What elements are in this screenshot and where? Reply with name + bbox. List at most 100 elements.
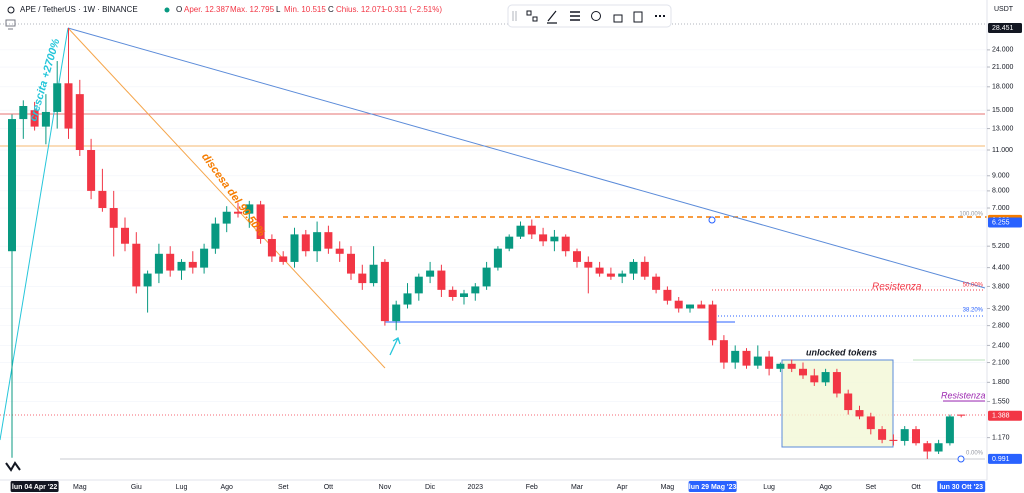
- candle-body: [912, 429, 920, 444]
- x-tick-label: Feb: [526, 484, 538, 491]
- x-tick-label: Ago: [220, 484, 233, 491]
- candle-body: [200, 248, 209, 268]
- price-label: 1.388: [992, 413, 1010, 420]
- price-label-bg: [988, 217, 1022, 228]
- candle-body: [844, 393, 853, 411]
- candle-body: [30, 110, 39, 127]
- candle-body: [301, 234, 310, 252]
- candle-body: [143, 273, 152, 287]
- status-dot: [164, 7, 170, 13]
- y-tick-label: 2.400: [992, 342, 1010, 349]
- x-label-bg: [688, 481, 737, 492]
- x-tick-label: Giu: [131, 484, 142, 491]
- candle-body: [697, 304, 706, 309]
- candle-body: [154, 253, 163, 274]
- candle-body: [527, 225, 536, 235]
- candle-body: [719, 340, 728, 363]
- x-tick-label: Ago: [819, 484, 832, 491]
- icon[interactable]: [526, 10, 532, 16]
- candle-body: [471, 286, 480, 294]
- candle-body: [222, 211, 231, 224]
- candle-body: [437, 270, 446, 290]
- candle-body: [652, 276, 661, 290]
- candle-body: [539, 234, 548, 242]
- icon[interactable]: [591, 11, 601, 21]
- x-tick-label: Ott: [324, 484, 333, 491]
- y-tick-label: 21.000: [992, 64, 1014, 71]
- candle-body: [256, 204, 265, 239]
- x-tick-label: Set: [866, 484, 877, 491]
- candle-body: [629, 261, 638, 274]
- candle-body: [347, 253, 355, 274]
- candle-body: [945, 416, 954, 444]
- x-label-bg: [937, 481, 986, 492]
- candle-body: [98, 190, 107, 209]
- ohlc: O: [176, 5, 182, 14]
- candle-body: [640, 261, 649, 277]
- candle-body: [380, 261, 389, 322]
- candle-body: [279, 256, 288, 262]
- x-tick-label: Dic: [425, 484, 436, 491]
- candle-body: [708, 304, 717, 341]
- header: APE / TetherUS · 1W · BINANCE O Aper. 12…: [5, 5, 442, 30]
- price-label-bg: [988, 453, 1022, 464]
- candle-body: [799, 368, 807, 376]
- candle-body: [787, 363, 796, 369]
- candle-body: [674, 300, 683, 309]
- symbol: APE / TetherUS · 1W · BINANCE: [20, 5, 138, 14]
- icon[interactable]: [570, 11, 580, 21]
- icon[interactable]: [5, 19, 16, 30]
- candle-body: [132, 243, 141, 287]
- candle-body: [392, 304, 401, 322]
- candle-body: [731, 350, 740, 363]
- y-tick-label: 11.000: [992, 147, 1013, 154]
- icon[interactable]: [613, 14, 623, 23]
- candle-body: [934, 443, 943, 452]
- fib-label: 50.00%: [963, 283, 984, 289]
- candle-body: [211, 223, 220, 249]
- y-tick-label: 2.100: [992, 359, 1010, 366]
- price-label-bg: [988, 23, 1022, 34]
- candle-body: [188, 261, 197, 268]
- price-label: 6.255: [992, 219, 1010, 226]
- candle-body: [41, 111, 50, 127]
- candle-body: [573, 251, 581, 262]
- drag-handle[interactable]: [512, 11, 517, 21]
- candle-body: [403, 293, 412, 305]
- candle-body: [267, 238, 276, 257]
- x-label-bg: [10, 481, 59, 492]
- candles: [8, 28, 966, 459]
- candle-body: [482, 267, 491, 287]
- price-label: 28.451: [992, 25, 1014, 32]
- time-axis: [0, 480, 1024, 493]
- y-tick-label: 5.200: [992, 243, 1010, 250]
- candle-body: [414, 276, 423, 294]
- candle-body: [109, 208, 118, 228]
- candle-body: [19, 105, 28, 120]
- candle-body: [290, 234, 299, 262]
- candle-body: [493, 248, 502, 268]
- candle-body: [855, 410, 864, 417]
- candle-body: [900, 429, 909, 441]
- x-tick-label: Nov: [379, 484, 392, 491]
- ohlc: L: [276, 5, 281, 14]
- y-tick-label: 3.800: [992, 283, 1010, 290]
- icon[interactable]: [7, 6, 15, 14]
- y-tick-label: 13.000: [992, 125, 1014, 132]
- candle-body: [166, 253, 175, 271]
- price-label-bg: [988, 410, 1022, 421]
- candle-body: [121, 227, 129, 244]
- candle-body: [335, 248, 344, 254]
- y-tick-label: 24.000: [992, 47, 1014, 54]
- icon[interactable]: [532, 16, 538, 22]
- icon[interactable]: [633, 11, 643, 23]
- icon[interactable]: [547, 10, 557, 24]
- candle-body: [75, 94, 84, 151]
- candle-body: [53, 83, 62, 112]
- candle-body: [595, 267, 604, 274]
- ohlc: Max. 12.795: [230, 5, 275, 14]
- y-tick-label: 18.000: [992, 84, 1014, 91]
- candle-body: [313, 232, 322, 252]
- candle-body: [923, 443, 932, 452]
